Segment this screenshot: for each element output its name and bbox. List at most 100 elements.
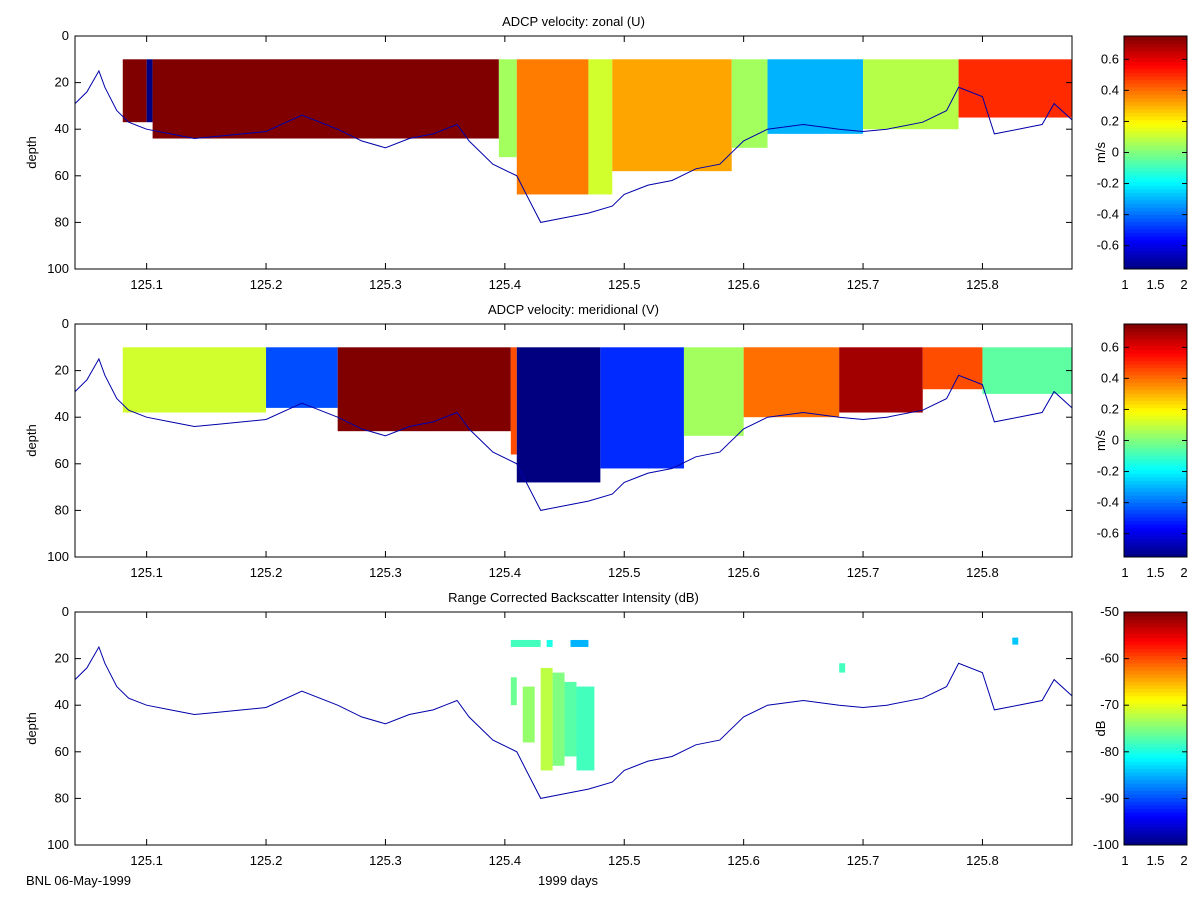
colorbar-swatch — [1124, 356, 1187, 361]
heatmap-cell — [839, 347, 923, 413]
colorbar-swatch — [1124, 641, 1187, 646]
colorbar-swatch — [1124, 713, 1187, 719]
heatmap-cell — [576, 686, 595, 771]
colorbar-tick-label: 0.4 — [1101, 370, 1119, 385]
colorbar-swatch — [1124, 83, 1187, 88]
colorbar-swatch — [1124, 469, 1187, 474]
heatmap-cell — [564, 681, 577, 757]
y-tick-label: 80 — [55, 214, 69, 229]
x-tick-label: 125.7 — [847, 565, 880, 580]
heatmap-cell — [731, 59, 768, 148]
heatmap-cell — [540, 667, 553, 771]
colorbar-swatch — [1124, 812, 1187, 817]
x-tick-label: 125.4 — [489, 565, 522, 580]
colorbar-swatch — [1124, 134, 1187, 139]
colorbar-swatch — [1124, 57, 1187, 62]
y-tick-label: 100 — [47, 837, 69, 852]
x-tick-label: 125.7 — [847, 853, 880, 868]
colorbar-swatch — [1124, 837, 1187, 842]
colorbar-swatch — [1124, 498, 1187, 503]
heatmap-cell — [863, 59, 959, 130]
colorbar-swatch — [1124, 364, 1187, 369]
colorbar-swatch — [1124, 491, 1187, 496]
y-axis-label: depth — [24, 136, 39, 169]
colorbar-swatch — [1124, 808, 1187, 813]
colorbar-x-tick-label: 1 — [1121, 277, 1128, 292]
colorbar-swatch — [1124, 655, 1187, 660]
chart-panel-2: ADCP velocity: meridional (V) 125.1 125.2 1… — [24, 302, 1188, 580]
colorbar-x-tick-label: 1.5 — [1146, 565, 1164, 580]
colorbar-swatch — [1124, 695, 1187, 700]
heatmap-cell — [982, 347, 1072, 394]
colorbar: -0.6 -0.4 -0.2 0 0.2 0.4 0.6 1 1.5 2 m/s — [1093, 323, 1188, 580]
colorbar-swatch — [1124, 400, 1187, 405]
colorbar-swatch — [1124, 830, 1187, 835]
bottom-depth-line — [74, 69, 1073, 223]
colorbar-tick-label: 0.6 — [1101, 51, 1119, 66]
colorbar-swatch — [1124, 433, 1187, 438]
colorbar-swatch — [1124, 148, 1187, 153]
heatmap-cell — [570, 639, 589, 647]
colorbar-swatch — [1124, 207, 1187, 212]
colorbar-swatch — [1124, 794, 1187, 799]
heatmap-cell — [337, 347, 511, 432]
colorbar-swatch — [1124, 775, 1187, 780]
colorbar-swatch — [1124, 721, 1187, 726]
chart-panel-1: ADCP velocity: zonal (U) 125.1 125.2 125.3 1… — [24, 14, 1188, 292]
colorbar-swatch — [1124, 371, 1187, 376]
colorbar-swatch — [1124, 502, 1187, 507]
colorbar-swatch — [1124, 119, 1187, 124]
colorbar-swatch — [1124, 823, 1187, 828]
colorbar-tick-label: -0.2 — [1097, 176, 1119, 191]
colorbar-swatch — [1124, 728, 1187, 733]
bottom-depth-line — [74, 645, 1073, 799]
heatmap-cell — [588, 59, 613, 195]
colorbar-swatch — [1124, 473, 1187, 478]
colorbar-swatch — [1124, 786, 1187, 791]
colorbar-swatch — [1124, 506, 1187, 511]
colorbar-swatch — [1124, 43, 1187, 48]
y-tick-label: 100 — [47, 549, 69, 564]
x-tick-label: 125.2 — [250, 565, 283, 580]
colorbar-swatch — [1124, 684, 1187, 689]
colorbar-swatch — [1124, 225, 1187, 230]
colorbar-swatch — [1124, 185, 1187, 190]
colorbar-swatch — [1124, 527, 1187, 533]
heatmap-cell — [122, 59, 147, 123]
colorbar-swatch — [1124, 90, 1187, 95]
colorbar-tick-label: 0 — [1112, 145, 1119, 160]
x-axis-label: 1999 days — [538, 873, 598, 888]
x-tick-label: 125.1 — [130, 853, 163, 868]
x-tick-label: 125.3 — [369, 565, 402, 580]
colorbar-swatch — [1124, 342, 1187, 347]
colorbar-swatch — [1124, 619, 1187, 624]
colorbar-swatch — [1124, 199, 1187, 204]
colorbar-swatch — [1124, 72, 1187, 77]
colorbar-swatch — [1124, 703, 1187, 708]
colorbar-swatch — [1124, 732, 1187, 737]
y-tick-label: 60 — [55, 744, 69, 759]
colorbar-swatch — [1124, 68, 1187, 73]
colorbar-swatch — [1124, 681, 1187, 686]
y-tick-label: 80 — [55, 790, 69, 805]
y-tick-label: 80 — [55, 502, 69, 517]
colorbar-swatch — [1124, 546, 1187, 551]
plot-frame — [74, 35, 1073, 270]
colorbar-swatch — [1124, 79, 1187, 84]
colorbar-swatch — [1124, 761, 1187, 766]
colorbar-swatch — [1124, 210, 1187, 215]
colorbar-tick-label: -80 — [1100, 744, 1119, 759]
colorbar-swatch — [1124, 353, 1187, 358]
colorbar-swatch — [1124, 46, 1187, 52]
colorbar-swatch — [1124, 659, 1187, 664]
heatmap-cell — [510, 639, 541, 647]
colorbar-swatch — [1124, 338, 1187, 343]
x-tick-label: 125.3 — [369, 277, 402, 292]
colorbar-swatch — [1124, 487, 1187, 492]
colorbar-tick-label: -90 — [1100, 790, 1119, 805]
colorbar-swatch — [1124, 167, 1187, 172]
y-tick-label: 20 — [55, 363, 69, 378]
colorbar-swatch — [1124, 203, 1187, 208]
colorbar-swatch — [1124, 509, 1187, 514]
